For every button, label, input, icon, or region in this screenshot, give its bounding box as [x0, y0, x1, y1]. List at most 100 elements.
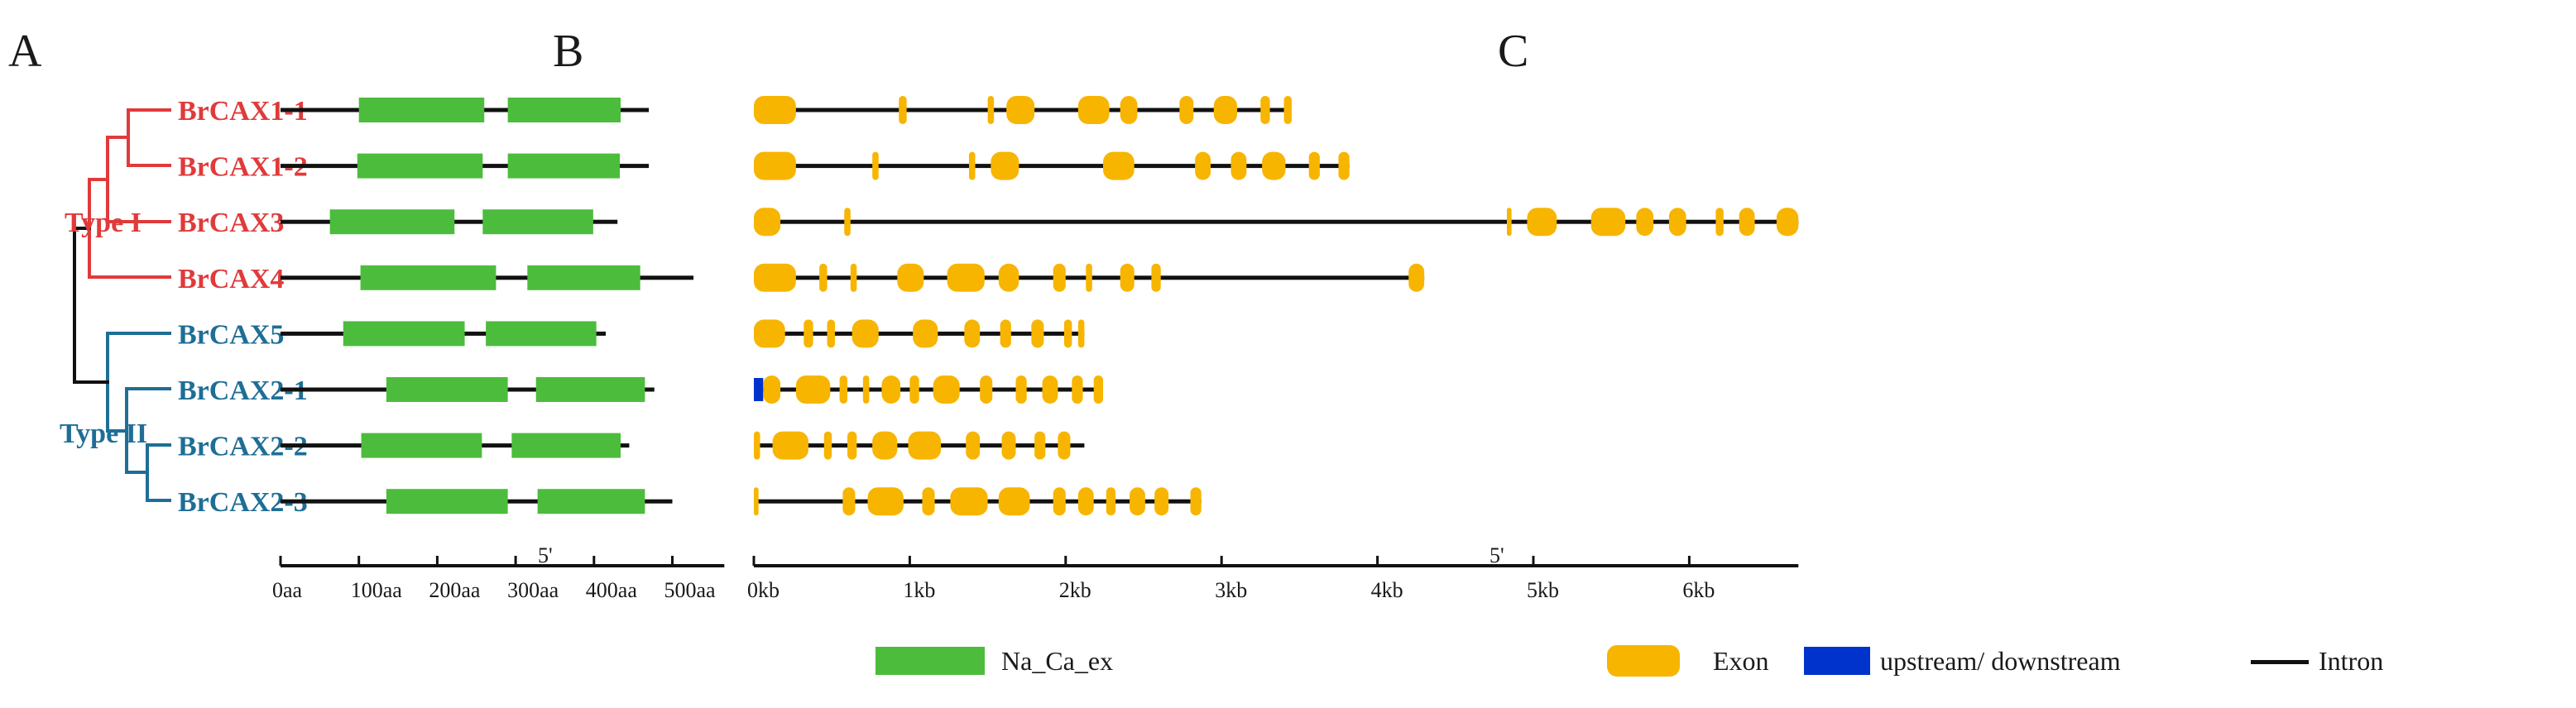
na-ca-ex-domain — [511, 433, 621, 458]
domain-legend-label: Na_Ca_ex — [1001, 646, 1113, 676]
protein-row — [281, 489, 673, 514]
exon-block — [1103, 151, 1134, 180]
protein-tick-label: 300aa — [507, 578, 559, 602]
na-ca-ex-domain — [358, 98, 485, 122]
exon-block — [998, 263, 1019, 292]
gene-label: BrCAX3 — [178, 208, 284, 238]
gene-structure-panel: 5' 0kb 1kb 2kb 3kb 4kb 5kb 6kb Exon upstream/ … — [747, 96, 2383, 677]
exon-block — [1053, 263, 1066, 292]
domain-legend-swatch — [875, 647, 985, 675]
exon-block — [922, 487, 935, 516]
exon-block — [1715, 208, 1724, 237]
na-ca-ex-domain — [386, 377, 508, 402]
exon-block — [1006, 96, 1035, 124]
exon-block — [964, 319, 981, 348]
exon-block — [819, 263, 827, 292]
exon-block — [862, 376, 870, 404]
exon-block — [839, 376, 848, 404]
intron-line — [754, 219, 1799, 224]
exon-block — [909, 376, 919, 404]
exon-block — [842, 487, 856, 516]
gene-axis-tick — [1687, 556, 1691, 566]
exon-block — [1000, 319, 1011, 348]
gene-tick-label: 2kb — [1059, 578, 1091, 602]
exon-block — [823, 431, 832, 460]
exon-block — [795, 376, 831, 404]
exon-block — [1077, 96, 1110, 124]
panel-letter-a: A — [8, 26, 42, 77]
exon-block — [899, 96, 907, 124]
exon-block — [1260, 96, 1270, 124]
protein-axis-tick — [279, 556, 282, 566]
exon-block — [1120, 263, 1134, 292]
protein-axis: 0aa 100aa 200aa 300aa 400aa 500aa — [272, 556, 725, 602]
protein-row — [281, 98, 650, 122]
exon-block — [1093, 376, 1104, 404]
exon-block — [1120, 96, 1138, 124]
exon-block — [1015, 376, 1027, 404]
intron-line — [754, 387, 1104, 392]
na-ca-ex-domain — [361, 433, 482, 458]
exon-block — [1527, 208, 1557, 237]
exon-block — [1308, 151, 1320, 180]
exon-block — [754, 151, 796, 180]
gene-axis-tick — [1220, 556, 1223, 566]
gene-axis-line — [754, 564, 1799, 567]
exon-block — [1077, 319, 1085, 348]
exon-block — [1776, 208, 1799, 237]
gene-row — [754, 487, 1202, 516]
exon-block — [1283, 96, 1292, 124]
panel-letter-c: C — [1498, 26, 1528, 77]
exon-block — [1106, 487, 1116, 516]
exon-legend-swatch — [1607, 645, 1680, 677]
gene-tick-label: 5kb — [1527, 578, 1559, 602]
exon-block — [1408, 263, 1425, 292]
exon-block — [897, 263, 924, 292]
exon-block — [844, 208, 851, 237]
exon-block — [772, 431, 808, 460]
gene-axis: 0kb 1kb 2kb 3kb 4kb 5kb 6kb — [747, 556, 1799, 602]
na-ca-ex-domain — [507, 153, 621, 179]
tree-labels: BrCAX1-1BrCAX1-2BrCAX3BrCAX4BrCAX5BrCAX2… — [178, 96, 308, 518]
exon-block — [867, 487, 904, 516]
exon-block — [1668, 208, 1686, 237]
protein-legend: Na_Ca_ex — [875, 646, 1113, 676]
protein-tick-label: 100aa — [351, 578, 403, 602]
na-ca-ex-domain — [527, 265, 640, 290]
gene-tick-label: 3kb — [1215, 578, 1247, 602]
na-ca-ex-domain — [357, 153, 483, 179]
exon-block — [1154, 487, 1169, 516]
na-ca-ex-domain — [329, 209, 455, 235]
utr-legend-label: upstream/ downstream — [1880, 646, 2121, 676]
gene-rows — [754, 96, 1799, 516]
gene-axis-tick — [752, 556, 756, 566]
exon-block — [827, 319, 835, 348]
exon-block — [968, 151, 976, 180]
exon-block — [754, 487, 759, 516]
na-ca-ex-domain — [507, 98, 621, 122]
exon-block — [1262, 151, 1286, 180]
phylogenetic-tree: BrCAX1-1BrCAX1-2BrCAX3BrCAX4BrCAX5BrCAX2… — [60, 96, 308, 518]
exon-block — [1190, 487, 1202, 516]
exon-block — [913, 319, 938, 348]
exon-block — [1034, 431, 1046, 460]
exon-block — [1086, 263, 1092, 292]
exon-block — [933, 376, 960, 404]
exon-block — [908, 431, 942, 460]
na-ca-ex-domain — [482, 209, 593, 235]
gene-row — [754, 319, 1085, 348]
exon-block — [754, 263, 796, 292]
protein-rows — [281, 98, 694, 514]
protein-tick-label: 500aa — [664, 578, 717, 602]
exon-block — [1130, 487, 1145, 516]
exon-block — [1063, 319, 1072, 348]
utr-block — [754, 378, 764, 401]
protein-tick-label: 200aa — [429, 578, 481, 602]
type-ii-label: Type II — [60, 419, 147, 449]
protein-row — [281, 433, 630, 458]
gene-tick-label: 6kb — [1682, 578, 1715, 602]
exon-block — [987, 96, 995, 124]
gene-row — [754, 431, 1085, 460]
protein-row — [281, 153, 650, 179]
gene-tick-label: 0kb — [747, 578, 780, 602]
